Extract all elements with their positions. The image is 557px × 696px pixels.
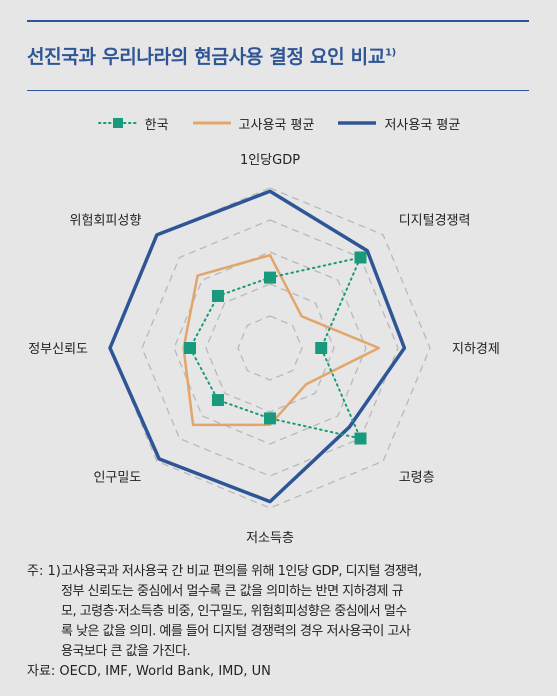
note-line: 모, 고령층·저소득층 비중, 인구밀도, 위험회피성향은 중심에서 멀수 xyxy=(61,604,407,619)
note-line: 고사용국과 저사용국 간 비교 편의를 위해 1인당 GDP, 디지털 경쟁력, xyxy=(61,564,422,579)
title-text: 선진국과 우리나라의 현금사용 결정 요인 비교 xyxy=(27,46,385,68)
series-line-1 xyxy=(182,253,381,427)
legend-swatch-high-use xyxy=(192,121,231,125)
grid-ring xyxy=(141,219,399,477)
series-marker-0 xyxy=(354,251,367,264)
series-marker-0 xyxy=(315,342,328,354)
series-marker-0 xyxy=(264,412,276,425)
legend: 한국 고사용국 평균 저사용국 평균 xyxy=(0,112,557,134)
note-line: 정부 신뢰도는 중심에서 멀수록 큰 값을 의미하는 반면 지하경제 규 xyxy=(61,584,404,599)
note-prefix: 주: 1) xyxy=(27,564,61,579)
source-line: 자료: OECD, IMF, World Bank, IMD, UN xyxy=(27,664,271,679)
note-line: 용국보다 큰 값을 가진다. xyxy=(61,644,191,659)
axis-label: 1인당GDP xyxy=(240,153,300,168)
grid-ring xyxy=(173,251,367,445)
title-footnote-mark: 1) xyxy=(385,47,396,59)
series-marker-0 xyxy=(211,289,224,302)
top-rule xyxy=(27,20,529,22)
series-line-0 xyxy=(189,256,362,440)
legend-label-high-use: 고사용국 평균 xyxy=(238,117,315,133)
axis-label: 인구밀도 xyxy=(93,471,141,486)
legend-swatch-korea xyxy=(97,118,138,128)
grid-ring xyxy=(237,315,303,381)
axis-label: 고령층 xyxy=(399,471,435,486)
series-marker-0 xyxy=(354,432,367,445)
axis-label: 지하경제 xyxy=(452,342,500,357)
series-line-2 xyxy=(108,189,407,504)
legend-item-low-use: 저사용국 평균 xyxy=(336,114,460,133)
legend-item-high-use: 고사용국 평균 xyxy=(191,114,315,133)
axis-label: 정부신뢰도 xyxy=(28,342,88,357)
axis-label: 저소득층 xyxy=(246,531,294,546)
grid-ring xyxy=(205,283,335,413)
axis-label: 위험회피성향 xyxy=(70,213,142,228)
legend-label-korea: 한국 xyxy=(144,117,169,133)
legend-swatch-low-use xyxy=(338,121,377,125)
series-marker-0 xyxy=(211,394,224,407)
title-rule xyxy=(27,90,529,91)
legend-label-low-use: 저사용국 평균 xyxy=(384,117,461,133)
axis-label: 디지털경쟁력 xyxy=(399,213,471,228)
series-marker-0 xyxy=(264,271,276,284)
note-line: 록 낮은 값을 의미. 예를 들어 디지털 경쟁력의 경우 저사용국이 고사 xyxy=(61,624,411,639)
legend-item-korea: 한국 xyxy=(97,114,169,133)
chart-title: 선진국과 우리나라의 현금사용 결정 요인 비교1) xyxy=(27,42,537,69)
footnotes: 주: 1) 고사용국과 저사용국 간 비교 편의를 위해 1인당 GDP, 디지… xyxy=(27,562,537,682)
series-marker-0 xyxy=(184,342,196,354)
